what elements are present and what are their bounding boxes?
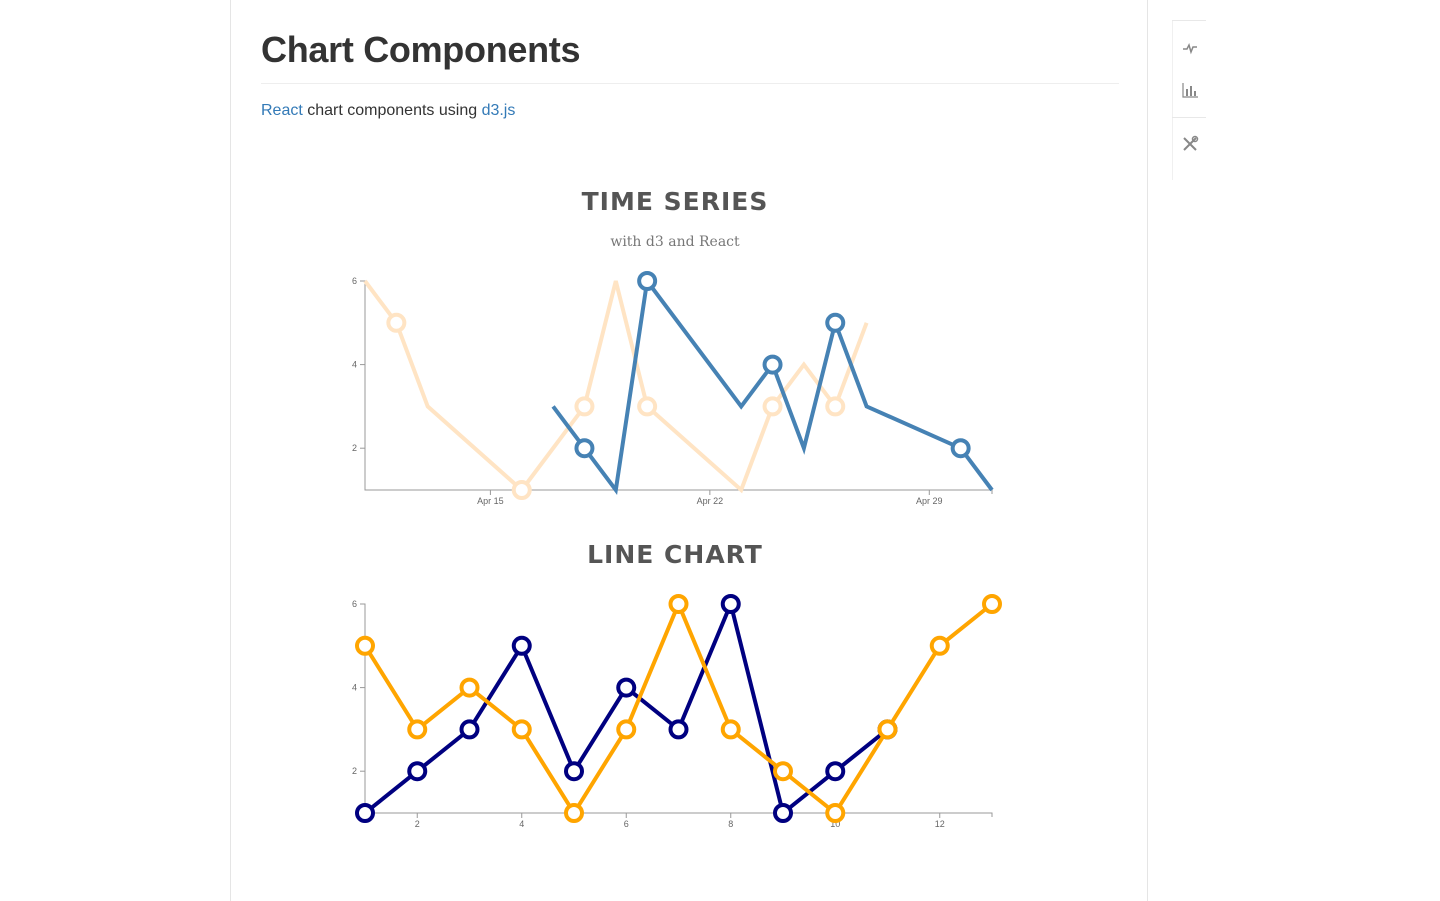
line-chart-x-tick-label: 8 — [728, 819, 733, 829]
line-chart-x-tick-label: 4 — [519, 819, 524, 829]
line-chart-series-1-point — [564, 761, 584, 782]
time-series-series-2-point — [950, 438, 971, 459]
toolbar-divider — [1172, 20, 1206, 21]
line-chart-series-1-point — [511, 635, 532, 656]
line-chart-series-2-line — [363, 598, 994, 817]
line-chart-x-tick-label: 2 — [415, 819, 420, 829]
toolbar-divider — [1172, 117, 1206, 118]
line-chart-x-tick-label: 10 — [830, 819, 840, 829]
time-series-y-tick-label: 6 — [352, 276, 357, 286]
time-series-subtitle: with d3 and React — [610, 234, 740, 250]
line-chart-series-2-point — [407, 719, 428, 740]
line-chart-series-1-point — [616, 677, 637, 698]
time-series-series-2-line — [551, 275, 994, 496]
line-chart-y-tick-label: 2 — [352, 766, 357, 776]
time-series-axes: 2 4 6 Apr 15 Apr 22 Apr 29 — [352, 276, 993, 506]
bar-chart-icon[interactable] — [1180, 80, 1200, 100]
time-series-series-2-point — [762, 354, 783, 375]
line-chart-series-2-point — [459, 677, 480, 698]
time-series-series-1-point — [637, 396, 658, 417]
time-series-y-tick-label: 2 — [352, 443, 357, 453]
line-chart-x-tick-label: 12 — [935, 819, 945, 829]
line-chart-title: LINE CHART — [587, 540, 763, 569]
line-chart-series-2-point — [877, 719, 898, 740]
time-series-plot-area — [363, 271, 994, 500]
intro-middle-text: chart components using — [302, 102, 482, 119]
react-link[interactable]: React — [261, 102, 303, 119]
line-chart-series-2-point — [773, 761, 793, 782]
content-panel: Chart Components React chart components … — [230, 0, 1148, 901]
line-chart-series-1-point — [825, 761, 846, 782]
line-chart-series-2-point — [616, 719, 637, 740]
tools-icon[interactable] — [1180, 134, 1200, 154]
line-chart-series-2-point — [668, 594, 689, 614]
line-chart-series-2-point — [929, 635, 950, 656]
line-chart-series-1-point — [668, 719, 689, 740]
line-chart-plot-area — [355, 594, 1002, 823]
line-chart-series-1-point — [407, 761, 428, 782]
line-chart-series-2-point — [720, 719, 741, 740]
time-series-series-2-point — [574, 438, 595, 459]
line-chart-x-tick-label: 6 — [624, 819, 629, 829]
time-series-series-1-point — [511, 480, 532, 500]
intro-text: React chart components using d3.js — [261, 102, 515, 120]
line-chart-series-1-point — [773, 803, 793, 823]
right-toolbar — [1172, 20, 1206, 180]
time-series-series-1-point — [762, 396, 783, 417]
line-chart-series-2-point — [825, 803, 846, 823]
line-chart-series-2-point — [511, 719, 532, 740]
time-series-x-tick-label: Apr 22 — [697, 496, 724, 506]
page-title: Chart Components — [261, 29, 581, 70]
line-chart: LINE CHART 2 4 6 2 4 6 8 10 12 — [352, 540, 1002, 829]
time-series-title: TIME SERIES — [582, 187, 769, 216]
time-series-x-tick-label: Apr 29 — [916, 496, 943, 506]
time-series-x-tick-label: Apr 15 — [477, 496, 504, 506]
toolbar-edge — [1172, 20, 1173, 180]
d3-link[interactable]: d3.js — [481, 102, 516, 119]
line-chart-y-tick-label: 6 — [352, 599, 357, 609]
line-chart-series-1-point — [459, 719, 480, 740]
time-series-series-1-point — [574, 396, 595, 417]
time-series-series-1-point — [825, 396, 846, 417]
line-chart-y-tick-label: 4 — [352, 683, 357, 693]
line-chart-series-1-point — [720, 594, 741, 614]
line-chart-icon[interactable] — [1180, 38, 1200, 58]
time-series-series-1-line — [363, 279, 869, 494]
time-series-series-1-point — [386, 312, 407, 333]
title-divider — [261, 83, 1119, 84]
line-chart-series-2-point — [564, 803, 584, 823]
time-series-series-2-point — [637, 271, 658, 291]
line-chart-series-1-point — [355, 803, 375, 823]
time-series-axis-line — [360, 280, 993, 494]
line-chart-series-2-point — [355, 635, 375, 656]
time-series-series-2-point — [825, 312, 846, 333]
line-chart-series-2-point — [982, 594, 1002, 614]
time-series-chart: TIME SERIES with d3 and React 2 4 6 Apr 15 A… — [352, 187, 994, 506]
line-chart-axes: 2 4 6 2 4 6 8 10 12 — [352, 599, 993, 829]
time-series-y-tick-label: 4 — [352, 360, 357, 370]
